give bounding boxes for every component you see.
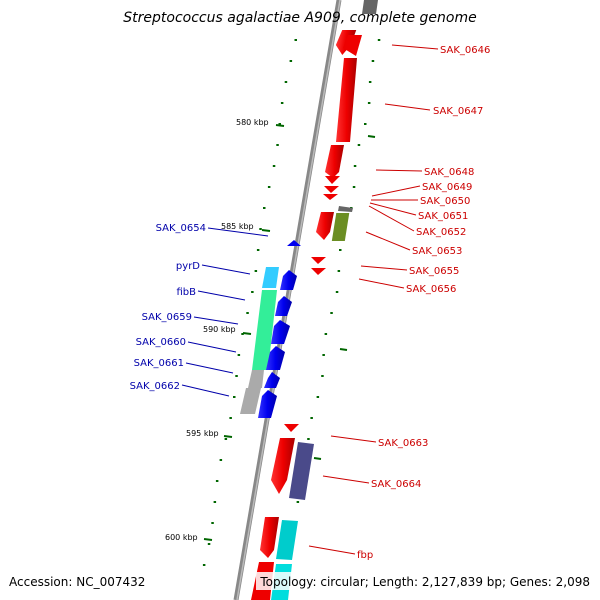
label-sak-0653[interactable]: SAK_0653 <box>412 246 462 257</box>
gene-sak-0656[interactable] <box>311 268 326 275</box>
label-sak-0660[interactable]: SAK_0660 <box>136 337 186 348</box>
map-title: Streptococcus agalactiae A909, complete … <box>123 10 476 26</box>
label-fbp[interactable]: fbp <box>357 550 373 561</box>
genome-summary-text: Topology: circular; Length: 2,127,839 bp… <box>259 575 590 589</box>
forward-gene-labels: SAK_0646 SAK_0647 SAK_0648 SAK_0649 SAK_… <box>357 45 490 561</box>
gene-pyrd-marker <box>262 267 279 288</box>
gene-sak-0664-partner[interactable] <box>289 442 314 500</box>
label-sak-0662[interactable]: SAK_0662 <box>130 381 180 392</box>
gene-sak-0650[interactable] <box>324 186 339 193</box>
label-sak-0663[interactable]: SAK_0663 <box>378 438 428 449</box>
label-sak-0650[interactable]: SAK_0650 <box>420 196 470 207</box>
gene-sak-0646-arrow <box>343 35 362 56</box>
scale-label-600: 600 kbp <box>165 533 198 542</box>
gene-top-gray <box>362 0 378 14</box>
label-sak-0647[interactable]: SAK_0647 <box>433 106 483 117</box>
label-sak-0651[interactable]: SAK_0651 <box>418 211 468 222</box>
gene-sak-0652[interactable] <box>316 212 334 240</box>
gene-sak-0663[interactable] <box>284 424 299 432</box>
gene-pyrd[interactable] <box>280 270 297 290</box>
scale-label-595: 595 kbp <box>186 429 219 438</box>
forward-label-leaders <box>308 44 439 555</box>
label-sak-0661[interactable]: SAK_0661 <box>134 358 184 369</box>
gene-sak-0661[interactable] <box>264 372 280 388</box>
gene-sak-0662[interactable] <box>258 390 277 418</box>
scale-label-590: 590 kbp <box>203 325 236 334</box>
gene-sak-0664[interactable] <box>271 438 295 494</box>
gene-sak-0662-marker <box>240 388 261 414</box>
gene-sak-0655[interactable] <box>311 257 326 264</box>
label-sak-0646[interactable]: SAK_0646 <box>440 45 490 56</box>
label-sak-0654[interactable]: SAK_0654 <box>156 223 206 234</box>
gene-sak-0651[interactable] <box>323 194 338 200</box>
gene-fibb[interactable] <box>275 296 292 316</box>
gene-sak-0659[interactable] <box>271 320 290 344</box>
label-sak-0652[interactable]: SAK_0652 <box>416 227 466 238</box>
gene-sak-0654[interactable] <box>287 240 301 246</box>
gene-fbp[interactable] <box>260 517 279 558</box>
gene-sak-0660[interactable] <box>266 346 285 370</box>
label-sak-0656[interactable]: SAK_0656 <box>406 284 456 295</box>
gene-sak-0661-marker <box>248 370 264 388</box>
gene-sak-0648[interactable] <box>325 145 344 178</box>
gene-sak-0653[interactable] <box>331 213 350 241</box>
gene-sak-0649[interactable] <box>325 176 340 184</box>
reverse-gene-labels: SAK_0654 pyrD fibB SAK_0659 SAK_0660 SAK… <box>130 223 206 392</box>
scale-ticks <box>203 124 376 541</box>
gene-fbp-partner[interactable] <box>276 520 298 560</box>
accession-text: Accession: NC_007432 <box>9 575 145 589</box>
gene-fibb-marker <box>252 290 277 370</box>
label-fibb[interactable]: fibB <box>176 287 196 298</box>
label-sak-0648[interactable]: SAK_0648 <box>424 167 474 178</box>
reverse-label-leaders <box>181 227 269 397</box>
scale-label-585: 585 kbp <box>221 222 254 231</box>
label-sak-0659[interactable]: SAK_0659 <box>142 312 192 323</box>
reverse-strand-track <box>240 240 301 418</box>
scale-label-580: 580 kbp <box>236 118 269 127</box>
label-pyrd[interactable]: pyrD <box>176 261 200 272</box>
forward-strand-track <box>251 0 378 600</box>
label-sak-0655[interactable]: SAK_0655 <box>409 266 459 277</box>
label-sak-0664[interactable]: SAK_0664 <box>371 479 421 490</box>
gene-sak-0652-marker <box>338 206 353 212</box>
gene-sak-0647[interactable] <box>336 58 357 142</box>
label-sak-0649[interactable]: SAK_0649 <box>422 182 472 193</box>
